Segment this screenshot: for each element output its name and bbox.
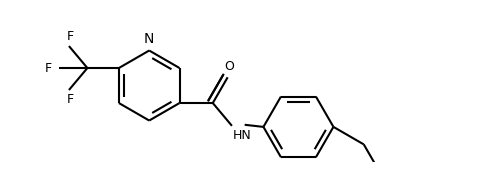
Text: HN: HN [233, 129, 252, 142]
Text: F: F [45, 62, 52, 74]
Text: O: O [224, 60, 234, 73]
Text: F: F [66, 93, 73, 106]
Text: N: N [144, 32, 154, 46]
Text: F: F [66, 30, 73, 43]
